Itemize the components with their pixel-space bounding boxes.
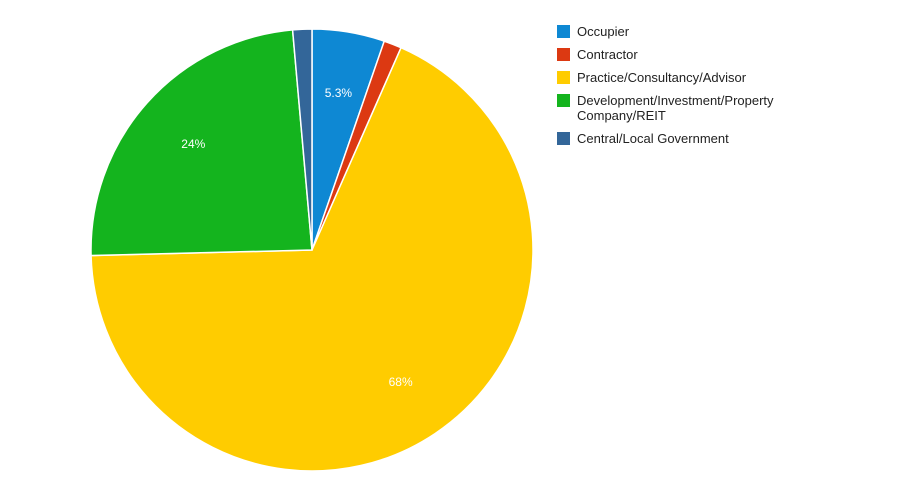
legend-item-development-investment-property[interactable]: Development/Investment/Property Company/…: [557, 93, 857, 123]
legend-item-contractor[interactable]: Contractor: [557, 47, 857, 62]
legend-item-occupier[interactable]: Occupier: [557, 24, 857, 39]
legend-label-development-investment-property: Development/Investment/Property Company/…: [577, 93, 774, 123]
legend-swatch-occupier: [557, 25, 570, 38]
pie-slice-practice-consultancy-advisor[interactable]: [90, 46, 534, 472]
pie-slice-central-local-government[interactable]: [291, 28, 313, 251]
legend-swatch-contractor: [557, 48, 570, 61]
legend-swatch-development-investment-property: [557, 94, 570, 107]
legend-label-contractor: Contractor: [577, 47, 638, 62]
pie-slices: [90, 28, 534, 472]
legend-swatch-practice-consultancy-advisor: [557, 71, 570, 84]
slice-data-label-occupier: 5.3%: [325, 86, 353, 100]
pie-slice-development-investment-property-company-reit[interactable]: [90, 29, 313, 257]
slice-data-label-development-investment-property-company-reit: 24%: [181, 137, 205, 151]
legend-item-central-local-government[interactable]: Central/Local Government: [557, 131, 857, 146]
legend: Occupier Contractor Practice/Consultancy…: [557, 24, 857, 154]
legend-label-occupier: Occupier: [577, 24, 630, 39]
slice-data-label-practice-consultancy-advisor: 68%: [389, 375, 413, 389]
legend-label-central-local-government: Central/Local Government: [577, 131, 729, 146]
legend-swatch-central-local-government: [557, 132, 570, 145]
legend-item-practice-consultancy-advisor[interactable]: Practice/Consultancy/Advisor: [557, 70, 857, 85]
pie-slice-labels: 5.3% 68% 24%: [181, 86, 413, 389]
legend-label-practice-consultancy-advisor: Practice/Consultancy/Advisor: [577, 70, 747, 85]
